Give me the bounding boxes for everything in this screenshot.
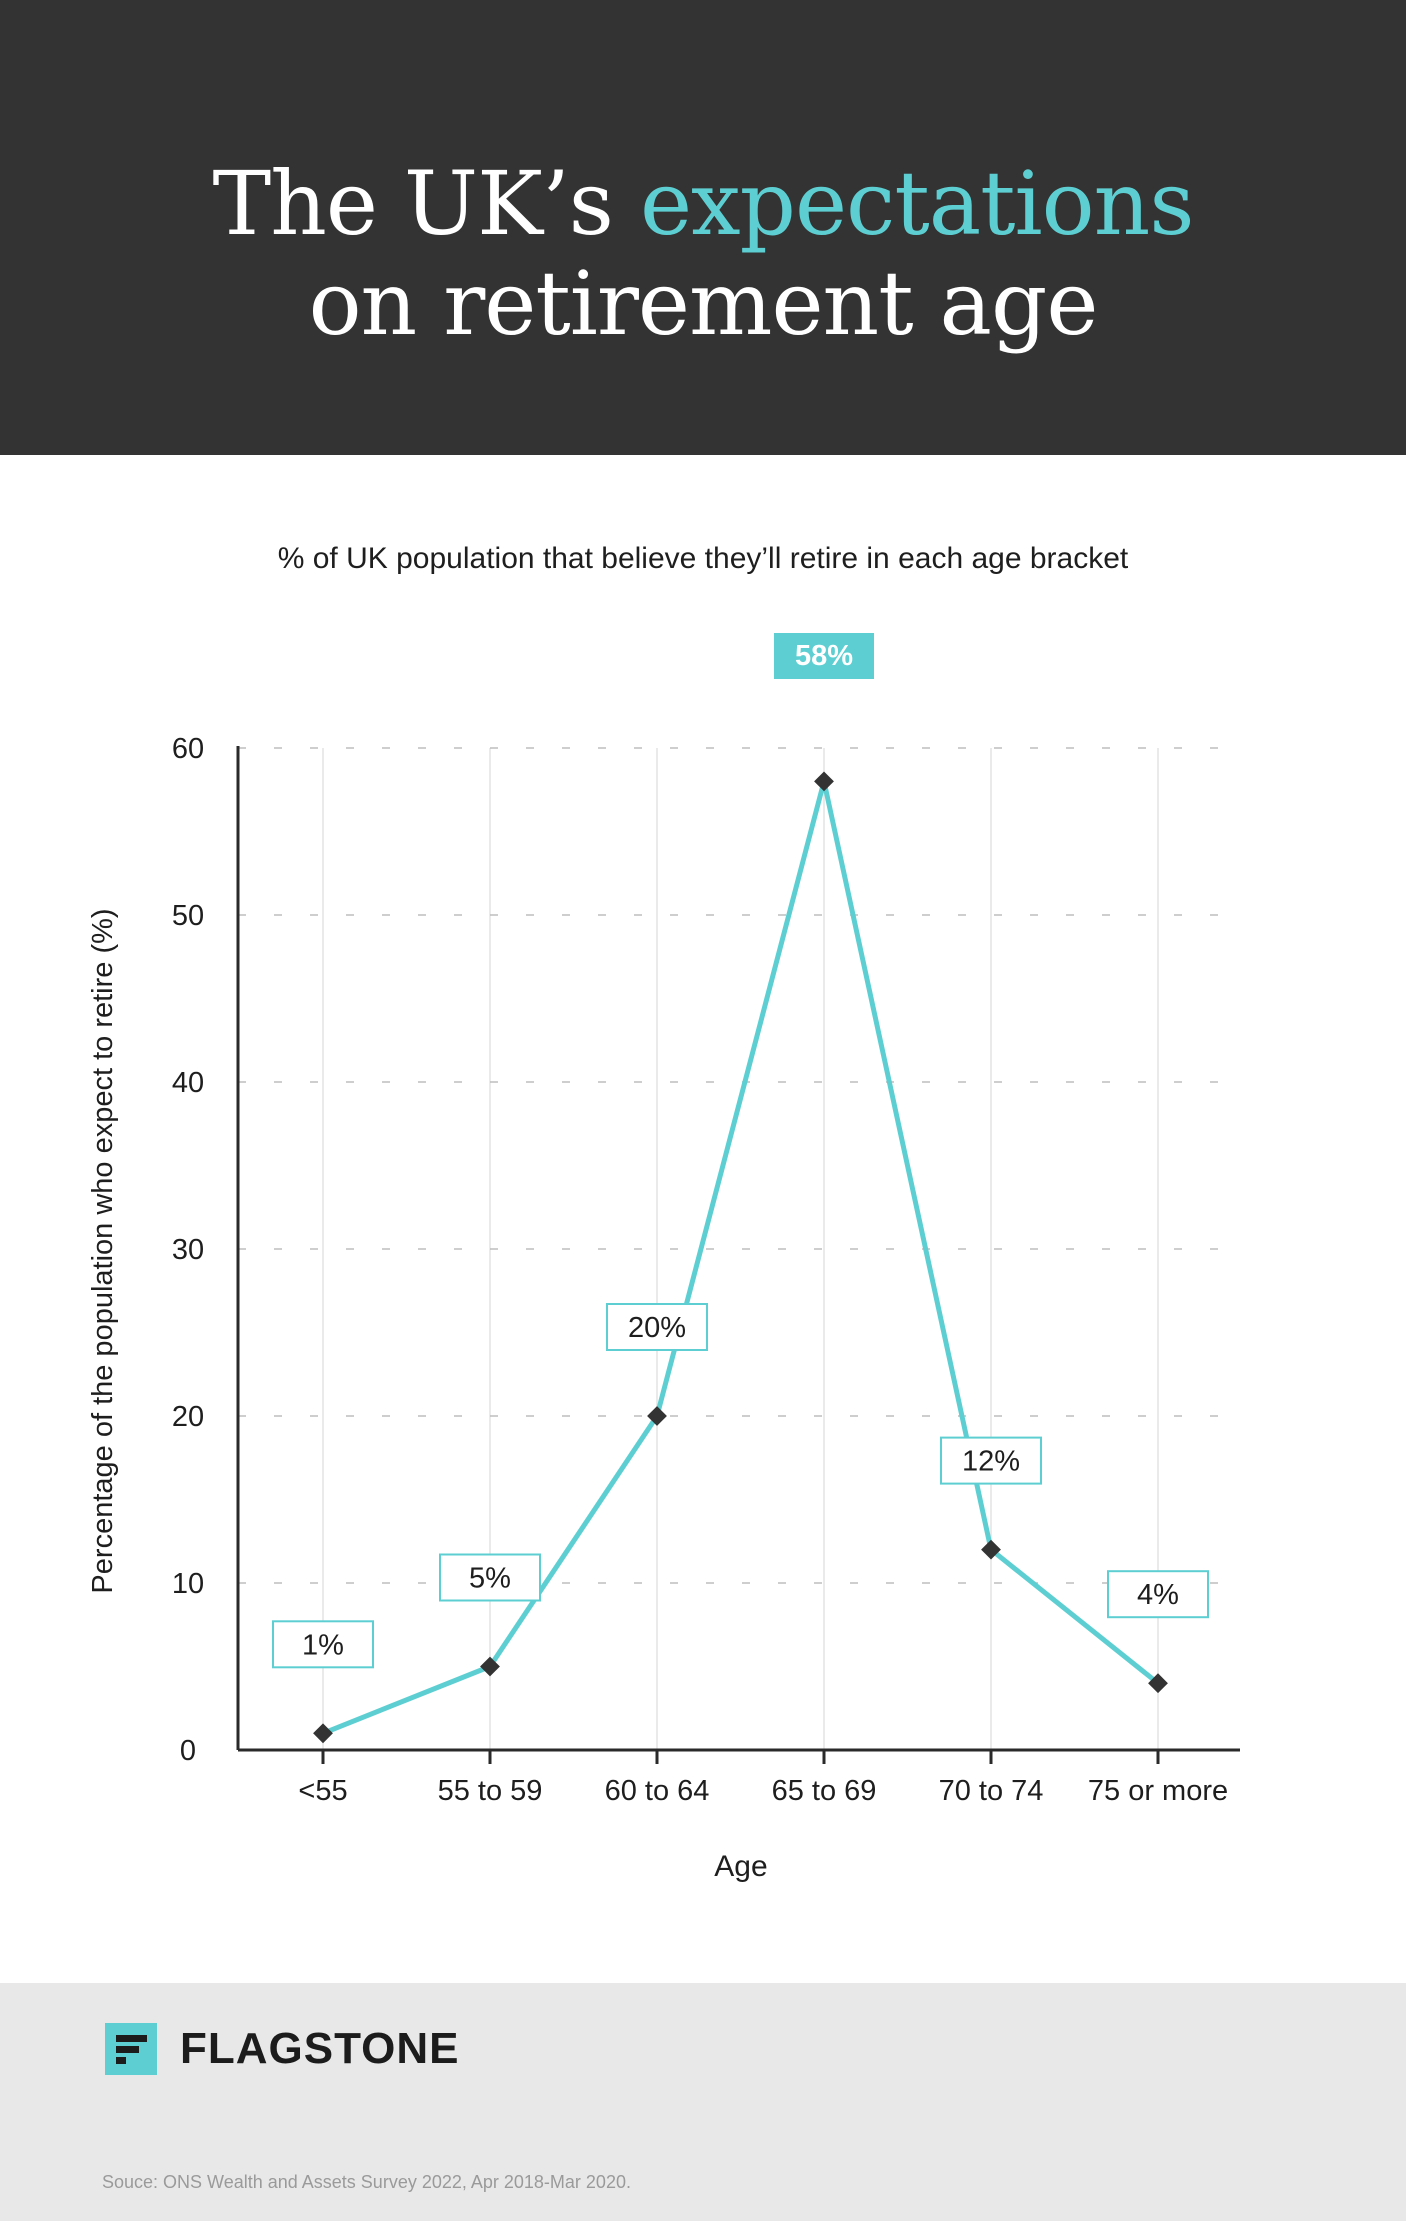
x-tick-label: 70 to 74 [939,1775,1044,1807]
y-tick-label: 40 [172,1067,204,1099]
data-label: 5% [469,1563,511,1595]
y-tick-label: 10 [172,1568,204,1600]
line-chart: 0 10 20 30 40 50 60 <55 55 to 59 60 to 64 65 to 69… [87,633,1240,1883]
title-line-1: The UK’s expectations [0,152,1406,255]
series-line [320,778,1161,1736]
data-point-marker [814,771,834,792]
data-point-marker [480,1656,500,1677]
y-tick-label: 50 [172,900,204,932]
y-tick-label: 20 [172,1401,204,1433]
chart-subtitle: % of UK population that believe they’ll … [277,542,1129,575]
y-tick-label: 30 [172,1234,204,1266]
data-label-box-highlight [774,633,874,679]
footer [0,1983,1406,2221]
data-point-marker [647,1406,667,1426]
x-tick-label: <55 [298,1775,347,1807]
x-tick-label: 75 or more [1088,1775,1228,1807]
brand-logo: FLAGSTONE [180,2024,460,2073]
data-label: 20% [628,1312,686,1344]
flagstone-f-icon [105,2023,157,2075]
x-tick-label: 65 to 69 [772,1775,877,1807]
data-label: 12% [962,1446,1020,1478]
data-label-box [439,1553,541,1602]
title-part-1: The UK’s [212,152,640,255]
y-tick-label: 60 [172,733,204,765]
data-label-highlight: 58% [795,640,853,672]
title-accent: expectations [639,152,1195,255]
x-tick-label: 60 to 64 [605,1775,710,1807]
data-label-box [606,1303,708,1351]
source-note: Souce: ONS Wealth and Assets Survey 2022… [102,2172,631,2192]
y-tick-label: 0 [180,1735,196,1767]
data-label-box [940,1436,1042,1485]
data-point-marker [313,1723,333,1744]
data-label-box [1107,1570,1209,1619]
data-point-marker [981,1539,1001,1560]
x-axis-title: Age [714,1850,767,1883]
data-point-marker [1148,1673,1168,1694]
header-banner: The UK’s expectations on retirement age [0,0,1406,455]
data-label-box [272,1620,374,1669]
data-label: 4% [1137,1579,1179,1611]
x-tick-label: 55 to 59 [438,1775,543,1807]
title-line-2: on retirement age [308,252,1099,355]
data-label: 1% [302,1629,344,1661]
y-axis-title: Percentage of the population who expect … [87,908,119,1593]
